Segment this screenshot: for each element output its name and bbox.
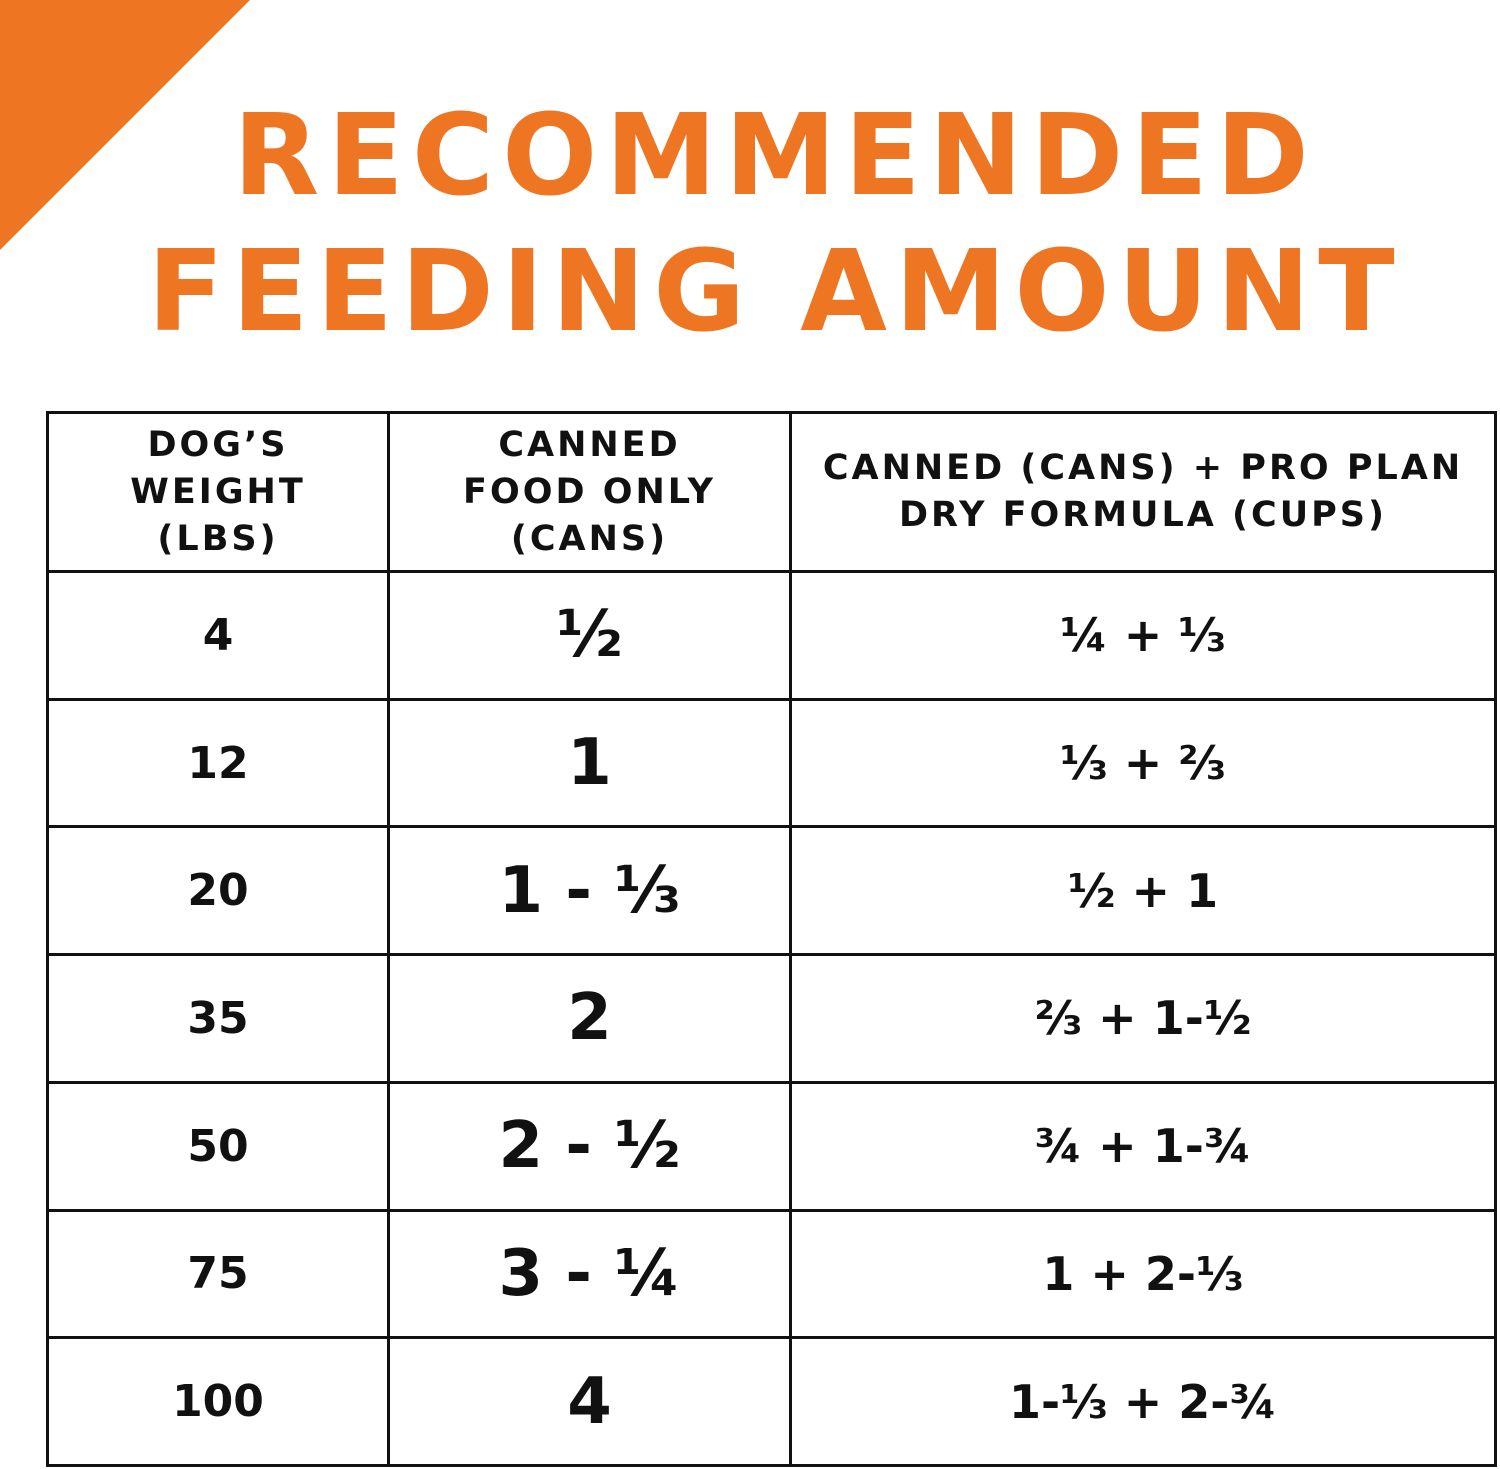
canned-only-cell: 2 - ½ (387, 1080, 792, 1212)
canned-plus-dry-cell: 1-⅓ + 2-¾ (789, 1336, 1497, 1467)
canned-plus-dry-cell: 1 + 2-⅓ (789, 1208, 1497, 1340)
weight-cell: 35 (46, 953, 390, 1084)
table-row: 12 1 ⅓ + ⅔ (46, 697, 1497, 829)
canned-plus-dry-cell: ¼ + ⅓ (789, 570, 1497, 701)
canned-only-cell: 3 - ¼ (387, 1208, 792, 1340)
header-text: CANNED (498, 424, 681, 465)
header-canned-plus-dry: CANNED (CANS) + PRO PLAN DRY FORMULA (CU… (789, 411, 1497, 573)
header-canned-only: CANNED FOOD ONLY (CANS) (387, 411, 792, 573)
weight-cell: 20 (46, 825, 390, 957)
canned-plus-dry-cell: ⅔ + 1-½ (789, 953, 1497, 1084)
weight-cell: 75 (46, 1208, 390, 1340)
canned-plus-dry-cell: ¾ + 1-¾ (789, 1080, 1497, 1212)
title-line-2: FEEDING AMOUNT (147, 227, 1403, 357)
table-header-row: DOG’S WEIGHT (LBS) CANNED FOOD ONLY (CAN… (46, 411, 1497, 573)
header-text: DOG’S (147, 424, 289, 465)
table-row: 35 2 ⅔ + 1-½ (46, 953, 1497, 1084)
header-text: CANNED (CANS) + PRO PLAN (822, 448, 1464, 488)
canned-only-cell: 1 (387, 697, 792, 829)
canned-only-cell: 4 (387, 1336, 792, 1467)
header-text: DRY FORMULA (CUPS) (898, 495, 1387, 535)
canned-plus-dry-cell: ½ + 1 (789, 825, 1497, 957)
header-text: FOOD ONLY (463, 471, 716, 512)
canned-plus-dry-cell: ⅓ + ⅔ (789, 697, 1497, 829)
header-text: (CANS) (510, 518, 669, 559)
header-text: WEIGHT (130, 471, 306, 512)
table-row: 100 4 1-⅓ + 2-¾ (46, 1336, 1497, 1467)
canned-only-cell: ½ (387, 570, 792, 701)
canned-only-cell: 1 - ⅓ (387, 825, 792, 957)
canned-only-cell: 2 (387, 953, 792, 1084)
weight-cell: 4 (46, 570, 390, 701)
weight-cell: 12 (46, 697, 390, 829)
header-text: (LBS) (157, 518, 279, 559)
header-dog-weight: DOG’S WEIGHT (LBS) (46, 411, 390, 573)
title-line-1: RECOMMENDED (233, 91, 1317, 221)
weight-cell: 100 (46, 1336, 390, 1467)
orange-corner-triangle (0, 0, 250, 250)
weight-cell: 50 (46, 1080, 390, 1212)
feeding-table: DOG’S WEIGHT (LBS) CANNED FOOD ONLY (CAN… (46, 411, 1497, 1467)
